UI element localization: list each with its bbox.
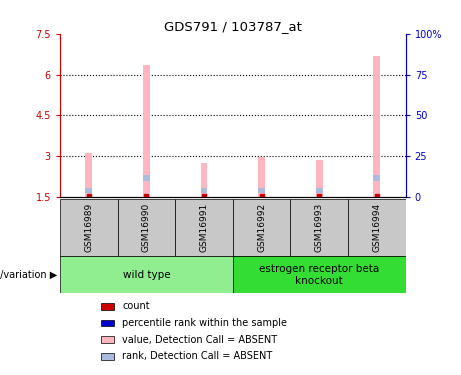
Bar xyxy=(101,353,113,360)
Bar xyxy=(233,256,406,293)
Text: GSM16991: GSM16991 xyxy=(200,203,208,252)
Bar xyxy=(201,188,207,193)
Text: wild type: wild type xyxy=(123,270,170,280)
Bar xyxy=(85,188,92,193)
Text: GSM16990: GSM16990 xyxy=(142,203,151,252)
Bar xyxy=(175,199,233,256)
Text: GSM16993: GSM16993 xyxy=(315,203,324,252)
Bar xyxy=(373,175,380,181)
Bar xyxy=(201,163,207,197)
Bar xyxy=(258,188,265,193)
Bar xyxy=(143,65,150,197)
Text: GSM16994: GSM16994 xyxy=(372,203,381,252)
Bar xyxy=(373,56,380,197)
Bar xyxy=(316,160,323,197)
Bar xyxy=(85,153,92,197)
Bar xyxy=(233,199,290,256)
Text: genotype/variation ▶: genotype/variation ▶ xyxy=(0,270,57,280)
Bar xyxy=(101,303,113,309)
Title: GDS791 / 103787_at: GDS791 / 103787_at xyxy=(164,20,302,33)
Bar xyxy=(143,175,150,181)
Bar xyxy=(316,188,323,193)
Text: GSM16992: GSM16992 xyxy=(257,203,266,252)
Text: estrogen receptor beta
knockout: estrogen receptor beta knockout xyxy=(259,264,379,285)
Bar xyxy=(60,199,118,256)
Bar xyxy=(290,199,348,256)
Text: count: count xyxy=(122,302,150,311)
Text: value, Detection Call = ABSENT: value, Detection Call = ABSENT xyxy=(122,335,277,345)
Bar xyxy=(348,199,406,256)
Text: GSM16989: GSM16989 xyxy=(84,203,93,252)
Bar xyxy=(118,199,175,256)
Bar xyxy=(60,256,233,293)
Bar xyxy=(101,320,113,326)
Text: percentile rank within the sample: percentile rank within the sample xyxy=(122,318,287,328)
Bar xyxy=(258,158,265,197)
Bar xyxy=(101,336,113,343)
Text: rank, Detection Call = ABSENT: rank, Detection Call = ABSENT xyxy=(122,351,272,361)
